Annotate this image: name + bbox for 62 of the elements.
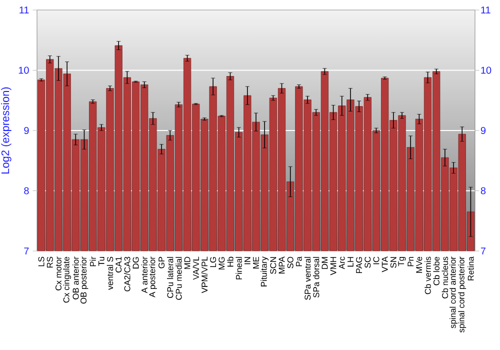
x-tick-label: CPu lateral	[167, 257, 174, 298]
x-tick-label: SCN	[270, 257, 276, 274]
x-tick-label: Cb vermis	[424, 256, 431, 294]
x-tick-label: MPA	[278, 256, 285, 274]
x-tick-label: CA2/CA3	[124, 256, 130, 292]
x-tick-label: VMH	[330, 257, 336, 276]
x-tick-label: Cx motor	[55, 256, 62, 290]
x-tick-label: PAG	[356, 257, 362, 274]
y2-tick-label: 9	[480, 126, 486, 134]
y-tick-label: 9	[24, 126, 29, 134]
x-tick-label: Tu	[98, 257, 104, 266]
x-tick-label: Pa	[296, 256, 302, 266]
x-tick-label: MVe	[416, 256, 422, 273]
x-tick-label: SPa ventral	[304, 257, 311, 300]
x-tick-label: VPM/VPL	[201, 256, 208, 294]
x-tick-label: Pineal	[236, 257, 242, 280]
x-tick-label: spinal cord anterior	[450, 256, 458, 328]
y-tick-label: 8	[24, 187, 29, 194]
x-tick-label: Cx cingulate	[63, 256, 71, 303]
x-tick-label: Pir	[90, 256, 96, 266]
x-tick-label: spinal cord posterior	[458, 256, 466, 332]
x-tick-label: SN	[390, 257, 396, 268]
x-tick-label: Pn	[408, 257, 414, 266]
x-tick-label: VTA	[382, 256, 388, 272]
x-tick-label: OB anterior	[72, 256, 79, 300]
x-tick-label: Pituitary	[260, 256, 269, 286]
x-tick-label: Arc	[338, 256, 345, 270]
y2-tick-label: 10	[481, 66, 492, 74]
x-tick-label: LH	[348, 257, 354, 267]
x-tick-label: Cb nucleus	[442, 256, 448, 298]
x-tick-label: OB posterior	[80, 256, 88, 304]
x-tick-label: Retina	[468, 256, 474, 280]
x-tick-label: Cb lobe	[433, 256, 440, 286]
x-tick-label: LG	[210, 257, 216, 268]
y2-tick-label: 8	[480, 187, 486, 194]
x-tick-label: Tg	[398, 256, 406, 266]
x-tick-label: A anterior	[141, 256, 148, 294]
y2-tick-label: 7	[480, 248, 486, 254]
x-tick-label: MD	[184, 256, 190, 269]
y-tick-label: 11	[20, 6, 29, 14]
x-tick-label: CPu medial	[176, 257, 182, 300]
x-tick-label: SPa dorsal	[313, 257, 320, 298]
y2-tick-label: 11	[481, 6, 490, 14]
x-tick-label: SO	[287, 256, 294, 268]
y-tick-label: 7	[24, 248, 29, 254]
x-tick-label: RS	[46, 256, 53, 268]
x-tick-label: MG	[218, 257, 225, 270]
x-tick-label: VA/VL	[192, 256, 199, 280]
x-tick-label: ventral S	[106, 256, 114, 290]
x-tick-label: SC	[364, 256, 371, 268]
x-tick-label: ME	[253, 256, 259, 268]
x-tick-label: DM	[322, 257, 328, 269]
x-tick-label: DG	[132, 257, 139, 268]
x-tick-label: Hb	[227, 256, 234, 267]
x-tick-label: CA1	[116, 256, 122, 272]
x-tick-label: IN	[244, 257, 250, 264]
x-tick-label: IC	[373, 256, 380, 264]
x-tick-label: GP	[158, 256, 165, 268]
y-axis-title: Log2 (expression)	[1, 87, 12, 174]
y-tick-label: 10	[18, 66, 29, 74]
x-tick-label: A posterior	[148, 256, 157, 298]
x-tick-label: LS	[38, 256, 44, 266]
